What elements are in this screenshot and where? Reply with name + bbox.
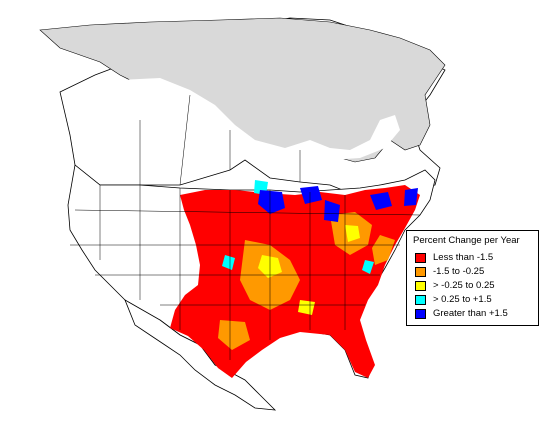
state-province-boundaries [70,94,421,360]
legend-swatch-cyan [415,295,426,305]
map-legend: Percent Change per Year Less than -1.5 -… [406,230,539,326]
legend-swatch-orange [415,267,426,277]
grey-inner-white [120,78,400,162]
legend-title: Percent Change per Year [413,235,520,246]
trend-region-minus-0-25-to-0-25 [258,225,360,315]
legend-swatch-yellow [415,281,426,291]
trend-region-greater-than-1-5 [258,186,418,222]
legend-swatch-red [415,253,426,263]
trend-region-minus-1-5-to-minus-0-25 [218,212,395,350]
legend-swatch-blue [415,309,426,319]
